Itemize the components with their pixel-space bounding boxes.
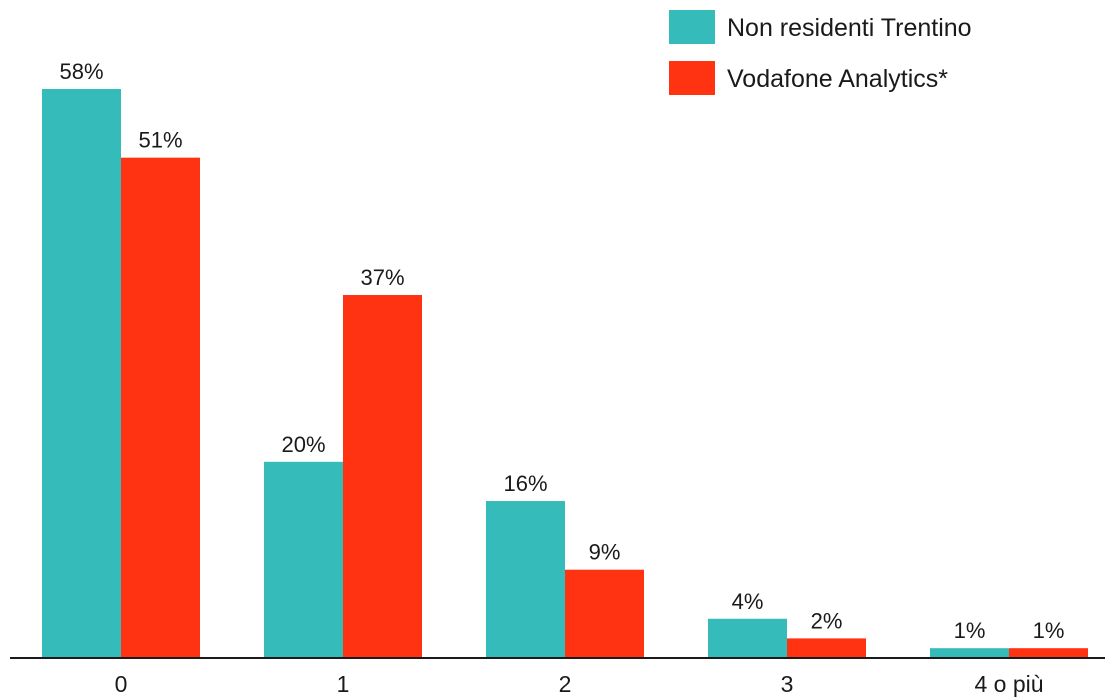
bar-vodafone-analytics-2 [565,569,644,658]
data-label-non-residenti-trentino-1: 20% [281,432,325,457]
data-label-vodafone-analytics-1: 37% [360,265,404,290]
bar-vodafone-analytics-1 [343,295,422,658]
data-label-non-residenti-trentino-3: 4% [732,589,764,614]
bar-non-residenti-trentino-4-o-pi [930,648,1009,658]
data-label-non-residenti-trentino-0: 58% [59,59,103,84]
bar-vodafone-analytics-3 [787,638,866,658]
bar-vodafone-analytics-4-o-pi [1009,648,1088,658]
legend-label-non-residenti-trentino: Non residenti Trentino [727,14,972,42]
x-tick-label-1: 1 [337,671,350,697]
x-tick-label-2: 2 [559,671,572,697]
value-labels-layer: 58% 51% 20% 37% 16% 9% 4% 2% 1% 1% [59,59,1064,643]
bar-vodafone-analytics-0 [121,157,200,658]
bar-non-residenti-trentino-0 [42,89,121,658]
legend: Non residenti Trentino Vodafone Analytics… [669,10,972,95]
data-label-vodafone-analytics-2: 9% [589,540,621,565]
x-tick-label-3: 3 [781,671,794,697]
legend-swatch-vodafone-analytics [669,61,715,95]
x-tick-label-4-o-pi: 4 o più [974,671,1043,697]
bar-non-residenti-trentino-1 [264,461,343,658]
bar-non-residenti-trentino-3 [708,618,787,658]
legend-swatch-non-residenti-trentino [669,10,715,44]
legend-label-vodafone-analytics: Vodafone Analytics* [727,65,948,93]
x-tick-label-0: 0 [115,671,128,697]
data-label-vodafone-analytics-4-o-pi: 1% [1033,618,1065,643]
data-label-vodafone-analytics-3: 2% [811,608,843,633]
bars-layer [42,89,1088,658]
data-label-vodafone-analytics-0: 51% [138,128,182,153]
data-label-non-residenti-trentino-4-o-pi: 1% [954,618,986,643]
bar-non-residenti-trentino-2 [486,501,565,658]
x-tick-labels-layer: 0 1 2 3 4 o più [115,671,1044,697]
data-label-non-residenti-trentino-2: 16% [503,471,547,496]
